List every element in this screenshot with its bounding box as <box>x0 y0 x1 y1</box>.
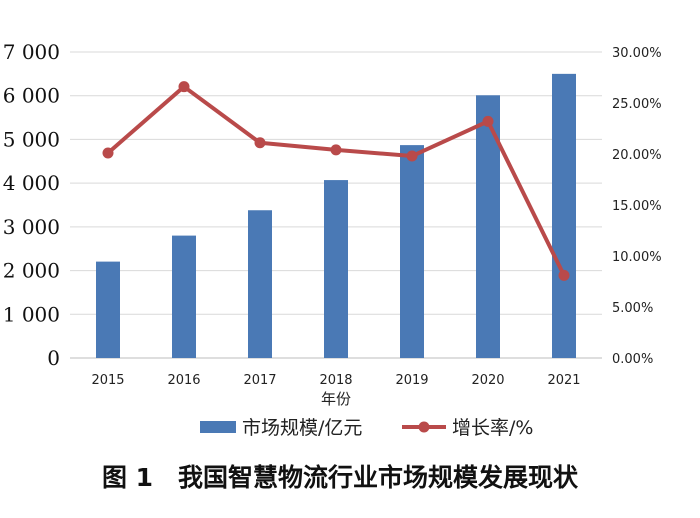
line-point <box>558 269 570 281</box>
bar <box>172 235 196 358</box>
line-point <box>406 150 418 162</box>
bars-layer <box>96 73 576 358</box>
bar <box>552 73 576 358</box>
line-point <box>254 137 266 149</box>
line-point <box>482 115 494 127</box>
bar <box>324 180 348 358</box>
right-tick-label: 30.00% <box>612 46 662 61</box>
right-tick-label: 25.00% <box>612 97 662 112</box>
line-point <box>102 147 114 159</box>
line-layer <box>102 81 570 281</box>
legend-label-line: 增长率/% <box>452 417 533 439</box>
bar <box>400 145 424 358</box>
left-tick-label: 6 000 <box>3 84 60 108</box>
left-tick-label: 4 000 <box>3 171 60 195</box>
x-axis-ticks: 2015 2016 2017 2018 2019 2020 2021 <box>91 373 580 388</box>
left-tick-label: 7 000 <box>3 40 60 64</box>
right-axis-ticks: 0.00% 5.00% 10.00% 15.00% 20.00% 25.00% 30.00% <box>612 46 662 367</box>
x-tick-label: 2015 <box>91 373 124 388</box>
line-point <box>178 81 190 93</box>
bar <box>248 210 272 358</box>
left-tick-label: 0 <box>47 346 60 370</box>
right-tick-label: 20.00% <box>612 148 662 163</box>
bar <box>96 261 120 358</box>
right-tick-label: 10.00% <box>612 250 662 265</box>
left-tick-label: 1 000 <box>3 302 60 326</box>
line-point <box>330 144 342 156</box>
left-tick-label: 2 000 <box>3 259 60 283</box>
legend-swatch-bar <box>200 421 236 433</box>
right-tick-label: 0.00% <box>612 352 653 367</box>
x-tick-label: 2019 <box>395 373 428 388</box>
left-axis-ticks: 0 1 000 2 000 3 000 4 000 5 000 6 000 7 000 <box>3 40 60 370</box>
figure-caption: 图 1 我国智慧物流行业市场规模发展现状 <box>102 463 579 492</box>
x-tick-label: 2016 <box>167 373 200 388</box>
legend: 市场规模/亿元 增长率/% <box>200 417 533 439</box>
right-tick-label: 5.00% <box>612 301 653 316</box>
x-tick-label: 2020 <box>471 373 504 388</box>
legend-label-bar: 市场规模/亿元 <box>242 417 362 439</box>
x-tick-label: 2018 <box>319 373 352 388</box>
x-tick-label: 2021 <box>547 373 580 388</box>
x-axis-title: 年份 <box>321 390 351 408</box>
left-tick-label: 5 000 <box>3 127 60 151</box>
left-tick-label: 3 000 <box>3 215 60 239</box>
x-tick-label: 2017 <box>243 373 276 388</box>
right-tick-label: 15.00% <box>612 199 662 214</box>
legend-swatch-marker <box>418 421 430 433</box>
